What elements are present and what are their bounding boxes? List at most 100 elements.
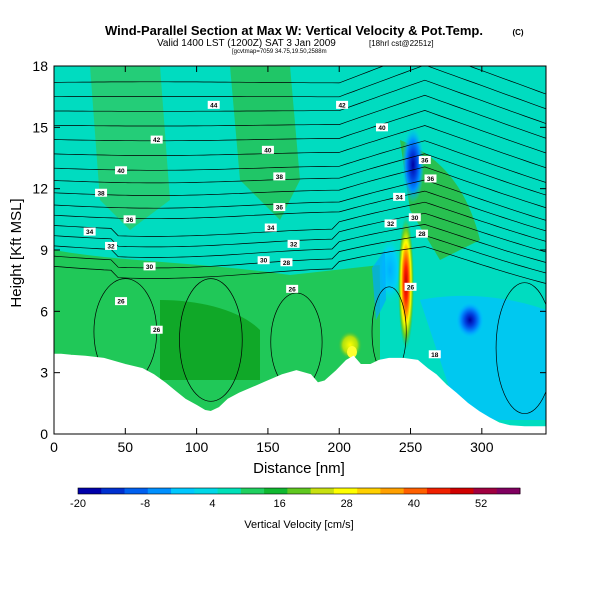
contour-label-bg-25: [115, 297, 128, 306]
y-tick-label-4: 12: [32, 181, 48, 197]
contour-label-11: 36: [276, 205, 284, 212]
contour-label-20: 30: [260, 258, 268, 265]
contour-line-4: [54, 110, 546, 154]
colorbar-frame: [77, 487, 521, 495]
contour-label-bg-12: [123, 215, 136, 224]
colorbar-swatch-15: [426, 488, 451, 494]
field-darkgreen-mountain: [160, 300, 260, 380]
contour-loop-1: [179, 278, 243, 402]
colorbar-tick-label-1: -8: [140, 498, 150, 510]
contour-label-bg-24: [404, 282, 417, 291]
x-tick-label-0: 0: [50, 439, 58, 455]
x-axis-label: Distance [nm]: [253, 460, 345, 477]
contour-line-3: [54, 94, 546, 139]
contour-label-bg-7: [273, 172, 286, 181]
terrain-mask: [53, 353, 547, 435]
contour-label-6: 36: [421, 158, 429, 165]
contour-labels: 44 42 42 40 40 40 36 38 36 38 34 36 36 30 32 34 34 28 32 32…: [83, 100, 441, 359]
contour-line-13: [54, 224, 546, 263]
colorbar-swatch-17: [473, 488, 498, 494]
contour-label-bg-1: [336, 100, 349, 109]
contour-line-6: [54, 140, 546, 183]
field-green-middle-band: [230, 66, 300, 220]
contour-label-4: 40: [264, 147, 272, 154]
colorbar-swatch-6: [217, 488, 242, 494]
field-blue-left-streak: [372, 250, 386, 320]
contour-line-7: [54, 153, 546, 196]
y-tick-label-6: 18: [32, 58, 48, 74]
contour-label-bg-2: [150, 135, 163, 144]
colorbar-swatch-0: [78, 488, 102, 494]
contour-label-19: 32: [107, 243, 115, 250]
contour-label-16: 34: [86, 229, 94, 236]
chart-subtitle-small: [gcvtmap=7059 34.75,19.50,2588m: [232, 49, 327, 55]
contour-label-bg-15: [264, 223, 277, 232]
colorbar: [77, 487, 521, 495]
contour-label-bg-0: [207, 100, 220, 109]
contour-label-2: 42: [153, 137, 161, 144]
colorbar-tick-label-6: 52: [475, 498, 487, 510]
contour-label-bg-6: [418, 156, 431, 165]
contour-label-bg-3: [376, 123, 388, 132]
contour-label-bg-16: [83, 227, 96, 236]
colorbar-swatch-18: [496, 488, 521, 494]
chart-title: Wind-Parallel Section at Max W: Vertical…: [105, 23, 483, 38]
y-tick-label-2: 6: [40, 303, 48, 319]
contour-label-15: 34: [267, 225, 275, 232]
colorbar-tick-label-0: -20: [70, 498, 86, 510]
contour-label-bg-14: [384, 219, 397, 228]
colorbar-swatch-2: [124, 488, 149, 494]
x-tick-label-4: 200: [328, 439, 352, 455]
contour-loop-4: [495, 282, 546, 414]
contour-label-bg-8: [424, 174, 437, 183]
contour-label-14: 32: [387, 221, 395, 228]
isentrope-contours: [54, 66, 546, 414]
contour-label-bg-23: [286, 284, 299, 293]
contour-line-8: [54, 166, 546, 209]
contour-label-18: 32: [290, 241, 298, 248]
colorbar-swatch-9: [287, 488, 312, 494]
colorbar-tick-labels: -20 -8 4 16 28 40 52: [70, 498, 487, 510]
contour-label-bg-20: [257, 256, 270, 265]
field-downdraft-core: [402, 127, 424, 203]
contour-line-0: [54, 66, 546, 95]
colorbar-swatch-13: [380, 488, 405, 494]
contour-line-9: [54, 179, 546, 221]
contour-label-bg-19: [105, 241, 118, 250]
colorbar-swatch-4: [171, 488, 195, 494]
contour-label-21: 28: [283, 260, 291, 267]
contour-label-bg-26: [150, 325, 163, 334]
contour-label-26: 26: [153, 327, 161, 334]
y-tick-label-1: 3: [40, 365, 48, 381]
contour-line-1: [54, 66, 546, 110]
colorbar-swatch-3: [147, 488, 172, 494]
contour-label-bg-5: [115, 166, 128, 175]
contour-label-24: 26: [407, 284, 415, 291]
colorbar-tick-label-4: 28: [341, 498, 353, 510]
contour-label-bg-10: [393, 192, 406, 201]
contour-label-1: 42: [338, 102, 346, 109]
colorbar-tick-label-5: 40: [408, 498, 420, 510]
x-tick-label-1: 50: [118, 439, 134, 455]
colorbar-tick-label-3: 16: [273, 498, 285, 510]
colorbar-swatch-1: [101, 488, 126, 494]
y-tick-label-5: 15: [32, 119, 48, 135]
contour-label-8: 36: [427, 176, 435, 183]
field-green-upper-band: [90, 66, 170, 230]
contour-label-bg-21: [280, 258, 293, 267]
x-tick-label-6: 300: [470, 439, 494, 455]
contour-label-22: 30: [146, 264, 154, 271]
colorbar-swatch-11: [333, 488, 358, 494]
y-axis-label: Height [Kft MSL]: [8, 198, 25, 307]
contour-label-bg-11: [273, 203, 286, 212]
x-tick-label-2: 100: [185, 439, 209, 455]
contour-label-25: 26: [117, 299, 125, 306]
contour-label-bg-9: [95, 188, 108, 197]
y-tick-label-3: 9: [40, 242, 48, 258]
colorbar-swatch-5: [194, 488, 219, 494]
contour-line-2: [54, 79, 546, 124]
contour-label-0: 44: [210, 102, 218, 109]
